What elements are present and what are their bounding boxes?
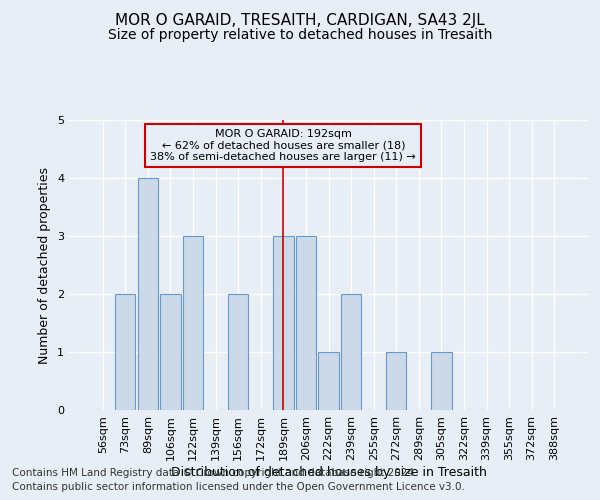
Bar — [386, 352, 406, 410]
Text: Contains public sector information licensed under the Open Government Licence v3: Contains public sector information licen… — [12, 482, 465, 492]
Text: MOR O GARAID, TRESAITH, CARDIGAN, SA43 2JL: MOR O GARAID, TRESAITH, CARDIGAN, SA43 2… — [115, 12, 485, 28]
Bar — [115, 294, 136, 410]
Bar — [160, 294, 181, 410]
Bar — [138, 178, 158, 410]
Bar — [341, 294, 361, 410]
Y-axis label: Number of detached properties: Number of detached properties — [38, 166, 52, 364]
Bar — [228, 294, 248, 410]
X-axis label: Distribution of detached houses by size in Tresaith: Distribution of detached houses by size … — [170, 466, 487, 478]
Bar — [183, 236, 203, 410]
Bar — [319, 352, 338, 410]
Text: MOR O GARAID: 192sqm
← 62% of detached houses are smaller (18)
38% of semi-detac: MOR O GARAID: 192sqm ← 62% of detached h… — [151, 128, 416, 162]
Text: Size of property relative to detached houses in Tresaith: Size of property relative to detached ho… — [108, 28, 492, 42]
Text: Contains HM Land Registry data © Crown copyright and database right 2024.: Contains HM Land Registry data © Crown c… — [12, 468, 418, 477]
Bar — [296, 236, 316, 410]
Bar — [431, 352, 452, 410]
Bar — [273, 236, 293, 410]
